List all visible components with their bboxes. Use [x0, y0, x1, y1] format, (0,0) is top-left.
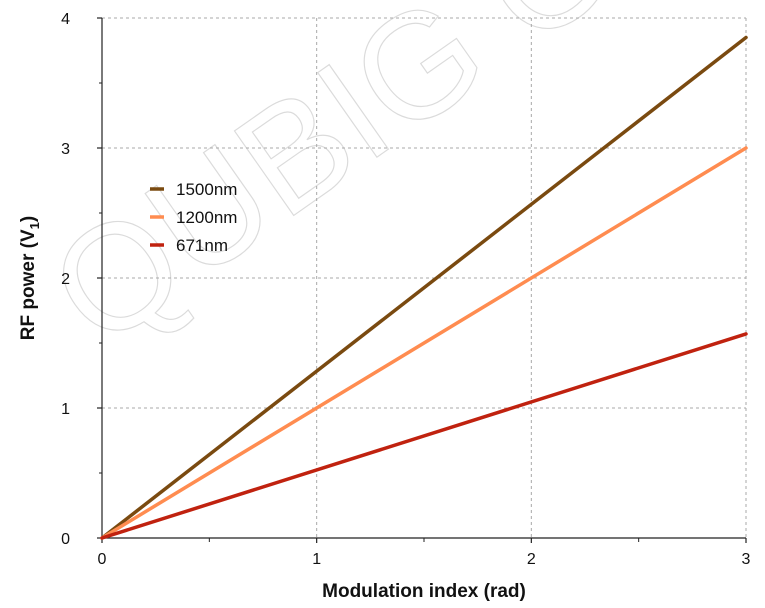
y-tick-label-3: 3: [61, 141, 70, 158]
watermark: QUBIG GmbH: [21, 0, 765, 378]
y-tick-label-0: 0: [61, 531, 70, 548]
series-line-671nm: [100, 332, 748, 540]
legend-label-1500nm: 1500nm: [176, 180, 237, 199]
legend-label-671nm: 671nm: [176, 236, 228, 255]
watermark-text: QUBIG GmbH: [21, 0, 765, 378]
series-line-1500nm: [100, 35, 748, 540]
series-lines: [100, 35, 748, 540]
x-tick-label-1: 1: [312, 551, 321, 568]
y-tick-label-4: 4: [61, 11, 70, 28]
legend-label-1200nm: 1200nm: [176, 208, 237, 227]
y-axis-title-subscript: 1: [27, 222, 42, 229]
grid: [102, 17, 747, 538]
legend: 1500nm 1200nm 671nm: [150, 180, 237, 255]
series-line-1200nm: [100, 146, 748, 540]
y-tick-label-1: 1: [61, 401, 70, 418]
x-axis-title: Modulation index (rad): [322, 581, 526, 602]
tick-labels: 0 1 2 3 4 0 1 2 3: [61, 11, 750, 568]
x-tick-label-0: 0: [98, 551, 107, 568]
axes: [97, 17, 747, 543]
x-tick-label-2: 2: [527, 551, 536, 568]
y-axis-title: RF power (V1): [18, 216, 42, 340]
y-axis-title-close: ): [18, 216, 39, 222]
y-tick-label-2: 2: [61, 271, 70, 288]
x-tick-label-3: 3: [742, 551, 751, 568]
y-axis-title-main: RF power (V: [18, 229, 39, 340]
